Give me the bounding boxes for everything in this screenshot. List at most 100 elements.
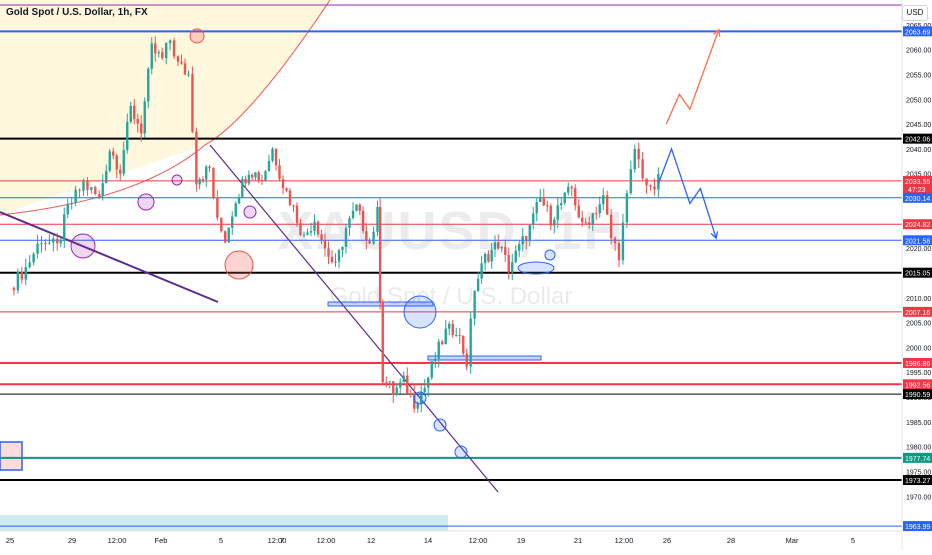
candle-body	[40, 243, 43, 245]
circle-annotation	[171, 174, 183, 186]
symbol-title: Gold Spot / U.S. Dollar, 1h, FX	[6, 7, 148, 18]
candle-body	[292, 205, 295, 207]
y-tick-label: 1995.00	[906, 370, 931, 377]
candle-body	[108, 151, 111, 171]
candle-body	[591, 213, 594, 225]
level-price-tag	[903, 235, 932, 246]
candle-body	[444, 328, 447, 345]
candle-body	[493, 242, 497, 250]
candle-body	[126, 121, 129, 151]
candle-body	[70, 203, 73, 205]
candle-body	[122, 150, 125, 174]
y-tick-label: 1975.00	[906, 469, 931, 476]
zone-rect	[427, 355, 542, 361]
candle-body	[542, 196, 545, 206]
candle-body	[409, 393, 412, 395]
candle-body	[220, 217, 223, 232]
candle-body	[598, 204, 601, 214]
circle-annotation	[243, 205, 257, 219]
candle-body	[365, 231, 368, 242]
candle-body	[490, 249, 493, 262]
candle-body	[36, 243, 39, 254]
candle-body	[250, 174, 254, 178]
candle-body	[351, 210, 355, 219]
demand-zone	[0, 515, 448, 531]
candle-body	[549, 205, 552, 226]
candle-body	[264, 171, 267, 181]
circle-annotation	[403, 295, 437, 329]
chart-title: Gold Spot / U.S. Dollar, 1h, FX	[6, 7, 148, 18]
x-tick-label: 21	[574, 536, 582, 545]
candle-body	[458, 334, 461, 336]
candle-body	[406, 375, 409, 394]
candle-body	[143, 101, 146, 134]
candle-body	[395, 387, 398, 395]
candle-body	[469, 318, 472, 367]
candle-body	[392, 381, 395, 395]
candle-body	[247, 174, 251, 184]
x-tick-label: Feb	[155, 536, 168, 545]
candle-body	[637, 148, 640, 160]
candle-body	[560, 203, 563, 206]
candle-body	[28, 262, 31, 268]
candle-body	[546, 205, 549, 207]
candle-body	[86, 181, 89, 190]
candle-body	[257, 172, 260, 181]
candle-body	[381, 301, 384, 383]
candle-body	[82, 181, 85, 191]
trendline-diagonal	[209, 144, 499, 493]
candle-body	[420, 392, 423, 404]
candle-body	[434, 358, 437, 362]
circle-annotation	[70, 233, 96, 259]
candle-body	[140, 123, 143, 134]
candle-body	[633, 148, 636, 170]
candle-body	[577, 205, 580, 218]
level-price-tag	[903, 389, 932, 400]
candle-body	[119, 169, 122, 174]
x-tick-label: 14	[424, 536, 432, 545]
candle-body	[224, 231, 227, 243]
level-price-label: 2030.14	[905, 196, 930, 203]
x-tick-label: 12:00	[268, 536, 287, 545]
candle-body	[164, 43, 168, 59]
level-price-label: 2015.05	[905, 271, 930, 278]
candle-body	[285, 188, 288, 191]
currency-badge[interactable]: USD	[902, 5, 928, 21]
candle-body	[525, 236, 528, 242]
candle-body	[473, 291, 476, 319]
y-tick-label: 2020.00	[906, 246, 931, 253]
projection-path	[657, 146, 717, 239]
y-tick-label: 2055.00	[906, 72, 931, 79]
y-tick-label: 2035.00	[906, 172, 931, 179]
circle-annotation	[454, 445, 468, 459]
candle-body	[629, 169, 633, 194]
box-zone	[0, 441, 23, 471]
y-tick-label: 2000.00	[906, 345, 931, 352]
level-price-tag	[903, 219, 932, 230]
level-price-label: 1963.99	[905, 524, 930, 531]
candle-body	[535, 202, 538, 214]
candle-body	[511, 262, 514, 273]
candle-body	[231, 216, 234, 228]
candle-body	[361, 210, 365, 232]
candle-body	[376, 206, 379, 232]
level-price-label: 2021.58	[905, 238, 930, 245]
level-price-tag	[903, 267, 932, 278]
candle-body	[514, 250, 517, 263]
circle-annotation	[433, 418, 447, 432]
level-price-label: 1992.56	[905, 382, 930, 389]
level-price-label: 2042.06	[905, 137, 930, 144]
level-price-tag	[903, 306, 932, 317]
x-tick-label: 12:00	[615, 536, 634, 545]
candle-body	[94, 187, 97, 194]
y-tick-label: 1985.00	[906, 420, 931, 427]
candle-body	[584, 222, 587, 224]
candle-body	[653, 186, 656, 190]
candle-body	[528, 224, 531, 242]
candle-body	[323, 240, 327, 249]
candle-body	[309, 231, 313, 233]
candle-body	[234, 203, 237, 217]
candle-body	[617, 243, 621, 261]
